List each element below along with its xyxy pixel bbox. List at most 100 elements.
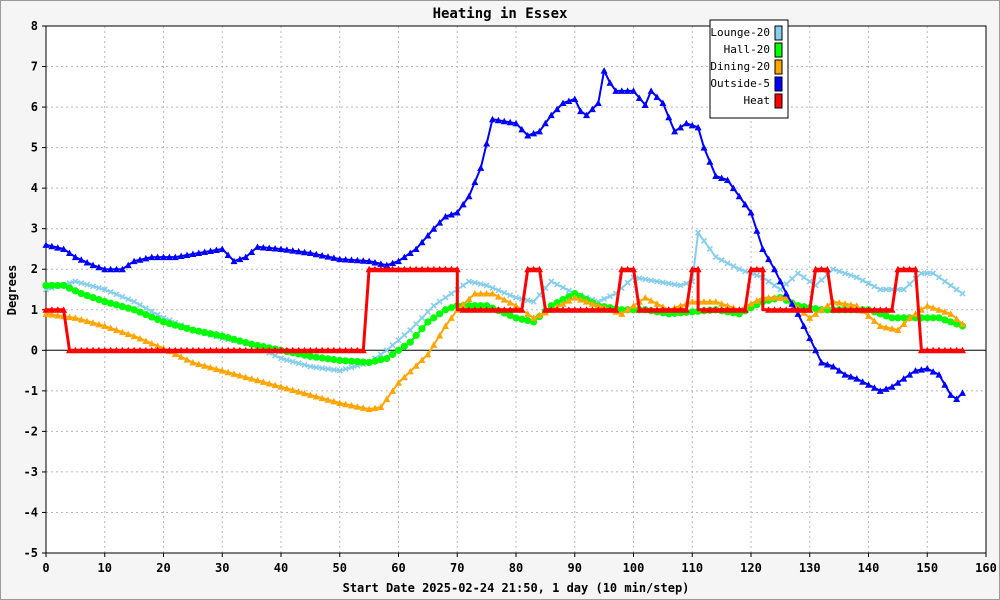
data-point-hall-20 (430, 314, 438, 322)
data-point-outside-5 (624, 87, 632, 94)
data-point-lounge-20 (277, 355, 285, 362)
data-point-lounge-20 (413, 320, 420, 328)
data-point-heat (377, 265, 385, 273)
data-point-outside-5 (647, 87, 655, 94)
data-point-dining-20 (148, 339, 156, 347)
data-point-dining-20 (782, 294, 790, 301)
data-point-lounge-20 (736, 266, 743, 273)
y-tick-label: 5 (31, 141, 38, 155)
data-point-hall-20 (365, 358, 373, 367)
data-point-heat (371, 265, 379, 273)
data-point-lounge-20 (101, 286, 108, 293)
data-point-heat (89, 346, 97, 354)
data-point-lounge-20 (84, 281, 91, 288)
data-point-heat (641, 306, 649, 313)
data-point-lounge-20 (865, 280, 872, 287)
data-point-dining-20 (201, 362, 209, 369)
axes-layer: 0 10 20 30 40 50 60 70 80 90 100 110 120 130 140 150 160… (24, 19, 997, 575)
data-point-outside-5 (729, 184, 737, 192)
data-point-hall-20 (118, 302, 126, 311)
data-point-hall-20 (812, 305, 820, 313)
data-point-lounge-20 (295, 360, 302, 367)
data-point-dining-20 (653, 300, 661, 307)
data-point-heat (312, 346, 320, 354)
data-point-lounge-20 (606, 293, 614, 300)
data-point-outside-5 (600, 67, 608, 74)
data-point-dining-20 (512, 302, 520, 309)
data-point-dining-20 (594, 302, 602, 309)
data-point-hall-20 (406, 338, 414, 346)
data-point-outside-5 (547, 111, 555, 119)
data-point-outside-5 (588, 105, 596, 113)
data-point-heat (295, 346, 303, 354)
data-point-dining-20 (436, 331, 444, 339)
data-point-outside-5 (618, 87, 626, 94)
data-point-hall-20 (312, 353, 320, 361)
data-point-outside-5 (359, 257, 367, 264)
data-point-dining-20 (947, 310, 955, 317)
data-point-outside-5 (688, 121, 696, 129)
data-point-lounge-20 (72, 278, 79, 285)
data-point-dining-20 (312, 393, 320, 400)
data-point-outside-5 (735, 192, 743, 200)
data-point-outside-5 (606, 79, 614, 86)
data-point-heat (788, 306, 796, 313)
data-point-heat (412, 265, 420, 273)
data-point-outside-5 (318, 251, 326, 259)
data-point-hall-20 (48, 281, 56, 290)
data-point-dining-20 (101, 322, 109, 329)
data-point-outside-5 (765, 255, 773, 263)
data-point-heat (735, 306, 743, 313)
data-point-heat (101, 346, 109, 354)
data-point-heat (489, 306, 496, 313)
data-point-heat (42, 306, 50, 313)
data-point-hall-20 (506, 311, 514, 320)
data-point-outside-5 (377, 260, 385, 267)
data-point-dining-20 (130, 332, 138, 340)
legend-label-dining-20: Dining-20 (710, 60, 770, 73)
data-point-outside-5 (459, 200, 467, 208)
data-point-lounge-20 (148, 308, 155, 315)
data-point-dining-20 (489, 290, 496, 297)
data-point-dining-20 (853, 302, 861, 309)
data-point-heat (536, 265, 543, 273)
data-point-lounge-20 (448, 290, 455, 297)
data-point-lounge-20 (565, 287, 572, 294)
data-point-hall-20 (130, 306, 138, 314)
data-point-outside-5 (389, 259, 397, 267)
data-point-heat (806, 306, 814, 313)
data-point-outside-5 (671, 127, 679, 135)
data-point-lounge-20 (783, 281, 790, 288)
data-point-heat (453, 265, 461, 273)
data-point-outside-5 (677, 123, 684, 131)
data-point-lounge-20 (489, 284, 496, 291)
data-point-hall-20 (947, 318, 955, 326)
data-point-dining-20 (870, 317, 878, 324)
data-point-heat (465, 306, 473, 313)
data-point-heat (395, 265, 402, 273)
data-point-heat (318, 346, 326, 354)
data-point-hall-20 (441, 306, 450, 314)
data-point-heat (917, 346, 925, 354)
data-point-heat (530, 265, 538, 273)
data-point-hall-20 (353, 358, 361, 366)
data-point-outside-5 (336, 255, 344, 263)
legend-swatch-hall-20 (774, 42, 783, 58)
data-point-hall-20 (124, 304, 132, 312)
data-point-outside-5 (870, 384, 878, 391)
data-point-heat (876, 306, 884, 313)
data-point-outside-5 (565, 97, 573, 104)
data-point-dining-20 (847, 301, 855, 308)
data-point-dining-20 (66, 313, 73, 321)
data-point-heat (107, 346, 115, 354)
data-point-dining-20 (647, 297, 655, 304)
data-point-hall-20 (42, 281, 50, 290)
data-point-heat (847, 306, 855, 313)
data-point-heat (165, 346, 173, 354)
data-point-heat (859, 306, 867, 313)
data-point-dining-20 (923, 302, 931, 309)
data-point-outside-5 (160, 253, 167, 261)
data-point-heat (383, 265, 391, 273)
data-point-dining-20 (959, 320, 966, 327)
data-point-dining-20 (530, 314, 538, 321)
